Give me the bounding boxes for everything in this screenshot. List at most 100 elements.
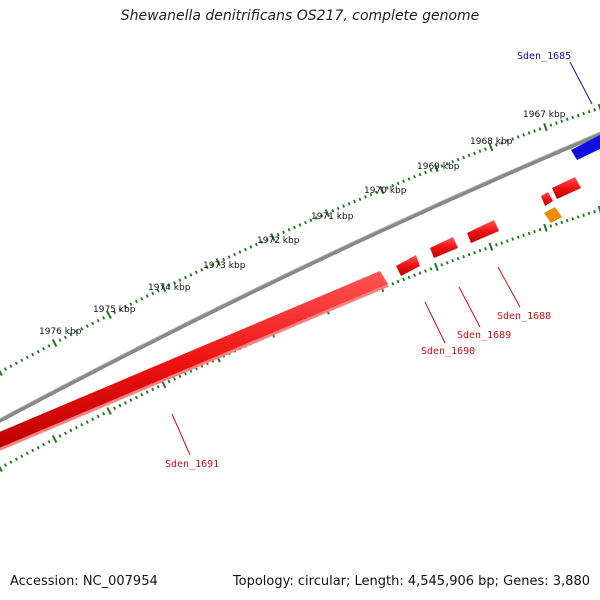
outer-tick-mark — [565, 117, 569, 122]
inner-tick-mark — [96, 414, 100, 419]
accession-text: Accession: NC_007954 — [10, 574, 158, 589]
gene-small-2[interactable] — [552, 177, 581, 199]
inner-tick-mark — [555, 222, 558, 226]
inner-tick-mark — [396, 279, 400, 284]
inner-tick-mark — [31, 448, 35, 453]
outer-tick-mark — [456, 157, 460, 162]
outer-tick-mark — [298, 223, 302, 227]
map-title: Shewanella denitrificans OS217, complete… — [120, 8, 480, 24]
outer-tick-mark — [31, 352, 35, 357]
gene-sden-1690[interactable] — [396, 255, 420, 276]
outer-tick-mark — [14, 361, 18, 365]
callout-sden-1691 — [171, 413, 191, 456]
inner-tick-mark — [565, 218, 569, 223]
label-sden-1690: Sden_1690 — [421, 346, 475, 357]
outer-tick-mark — [47, 344, 51, 348]
outer-tick-mark — [211, 262, 215, 267]
outer-tick-mark — [129, 302, 133, 306]
outer-tick-ring — [0, 103, 600, 376]
outer-tick-mark — [462, 155, 466, 160]
inner-tick-mark — [527, 231, 531, 236]
outer-tick-mark — [36, 349, 40, 354]
inner-tick-mark — [167, 379, 171, 384]
outer-tick-mark — [249, 245, 253, 249]
inner-tick-mark — [549, 224, 553, 228]
outer-tick-mark — [433, 164, 439, 173]
inner-tick-mark — [522, 233, 525, 238]
outer-tick-mark — [429, 168, 433, 173]
inner-tick-mark — [418, 271, 422, 275]
kbp-label: 1970 kbp — [364, 186, 407, 196]
inner-tick-mark — [473, 250, 476, 255]
inner-tick-mark — [495, 243, 498, 247]
inner-tick-mark — [456, 256, 460, 261]
gene-sden-1688[interactable] — [467, 220, 499, 243]
inner-tick-mark — [106, 406, 112, 415]
outer-tick-mark — [533, 129, 536, 133]
outer-tick-mark — [3, 367, 7, 371]
outer-tick-mark — [254, 242, 258, 247]
gene-sden-1685[interactable] — [571, 135, 600, 160]
gene-sden-1689[interactable] — [430, 237, 458, 258]
outer-tick-mark — [309, 218, 313, 222]
outer-tick-mark — [178, 278, 182, 282]
outer-tick-mark — [194, 270, 198, 275]
outer-tick-mark — [543, 122, 548, 132]
outer-tick-mark — [576, 113, 580, 118]
kbp-label: 1971 kbp — [311, 212, 354, 222]
label-sden-1689: Sden_1689 — [457, 330, 511, 341]
outer-tick-mark — [516, 135, 520, 139]
feature-orange[interactable] — [544, 207, 562, 223]
gene-sden-1691[interactable] — [0, 271, 388, 452]
genome-backbone-highlight — [0, 131, 600, 420]
outer-tick-mark — [80, 327, 84, 331]
inner-tick-mark — [47, 440, 51, 444]
outer-tick-mark — [74, 330, 78, 334]
kbp-label: 1974 kbp — [148, 283, 191, 293]
outer-tick-mark — [511, 137, 515, 141]
outer-tick-mark — [151, 291, 155, 296]
inner-tick-mark — [3, 463, 7, 467]
outer-tick-mark — [134, 299, 138, 304]
inner-tick-mark — [20, 454, 24, 459]
inner-tick-mark — [433, 262, 439, 271]
outer-tick-mark — [385, 186, 389, 190]
inner-tick-mark — [505, 239, 509, 243]
gene-sden-1691-shade — [0, 284, 388, 451]
inner-tick-mark — [533, 229, 536, 234]
outer-tick-mark — [96, 318, 100, 323]
outer-tick-mark — [353, 199, 356, 204]
outer-tick-mark — [314, 216, 318, 220]
outer-tick-mark — [215, 258, 221, 267]
outer-tick-mark — [205, 265, 209, 269]
inner-tick-mark — [543, 223, 548, 232]
kbp-label-group: 1967 kbp 1968 kbp 1969 kbp 1970 kbp 1971 kbp… — [39, 110, 566, 337]
inner-tick-mark — [178, 374, 182, 379]
outer-tick-mark — [222, 257, 226, 262]
gene-small-1[interactable] — [541, 192, 553, 206]
inner-tick-mark — [440, 263, 444, 267]
outer-tick-mark — [63, 335, 67, 340]
inner-tick-mark — [413, 273, 416, 277]
outer-tick-mark — [85, 324, 89, 328]
inner-tick-mark — [538, 227, 542, 232]
inner-tick-mark — [91, 417, 95, 422]
outer-tick-mark — [582, 111, 585, 116]
outer-tick-mark — [227, 255, 231, 259]
inner-tick-mark — [576, 215, 580, 219]
outer-tick-mark — [336, 206, 340, 211]
outer-tick-mark — [549, 123, 553, 127]
outer-tick-mark — [451, 159, 455, 164]
outer-tick-mark — [494, 143, 498, 147]
outer-tick-mark — [391, 183, 395, 188]
outer-tick-mark — [555, 121, 558, 125]
inner-tick-mark — [129, 398, 133, 402]
outer-tick-mark — [238, 250, 242, 254]
inner-tick-mark — [467, 252, 471, 257]
outer-tick-mark — [276, 232, 280, 237]
outer-tick-mark — [0, 369, 3, 376]
outer-tick-mark — [260, 240, 264, 244]
inner-tick-mark — [451, 258, 455, 263]
outer-tick-mark — [145, 294, 149, 298]
